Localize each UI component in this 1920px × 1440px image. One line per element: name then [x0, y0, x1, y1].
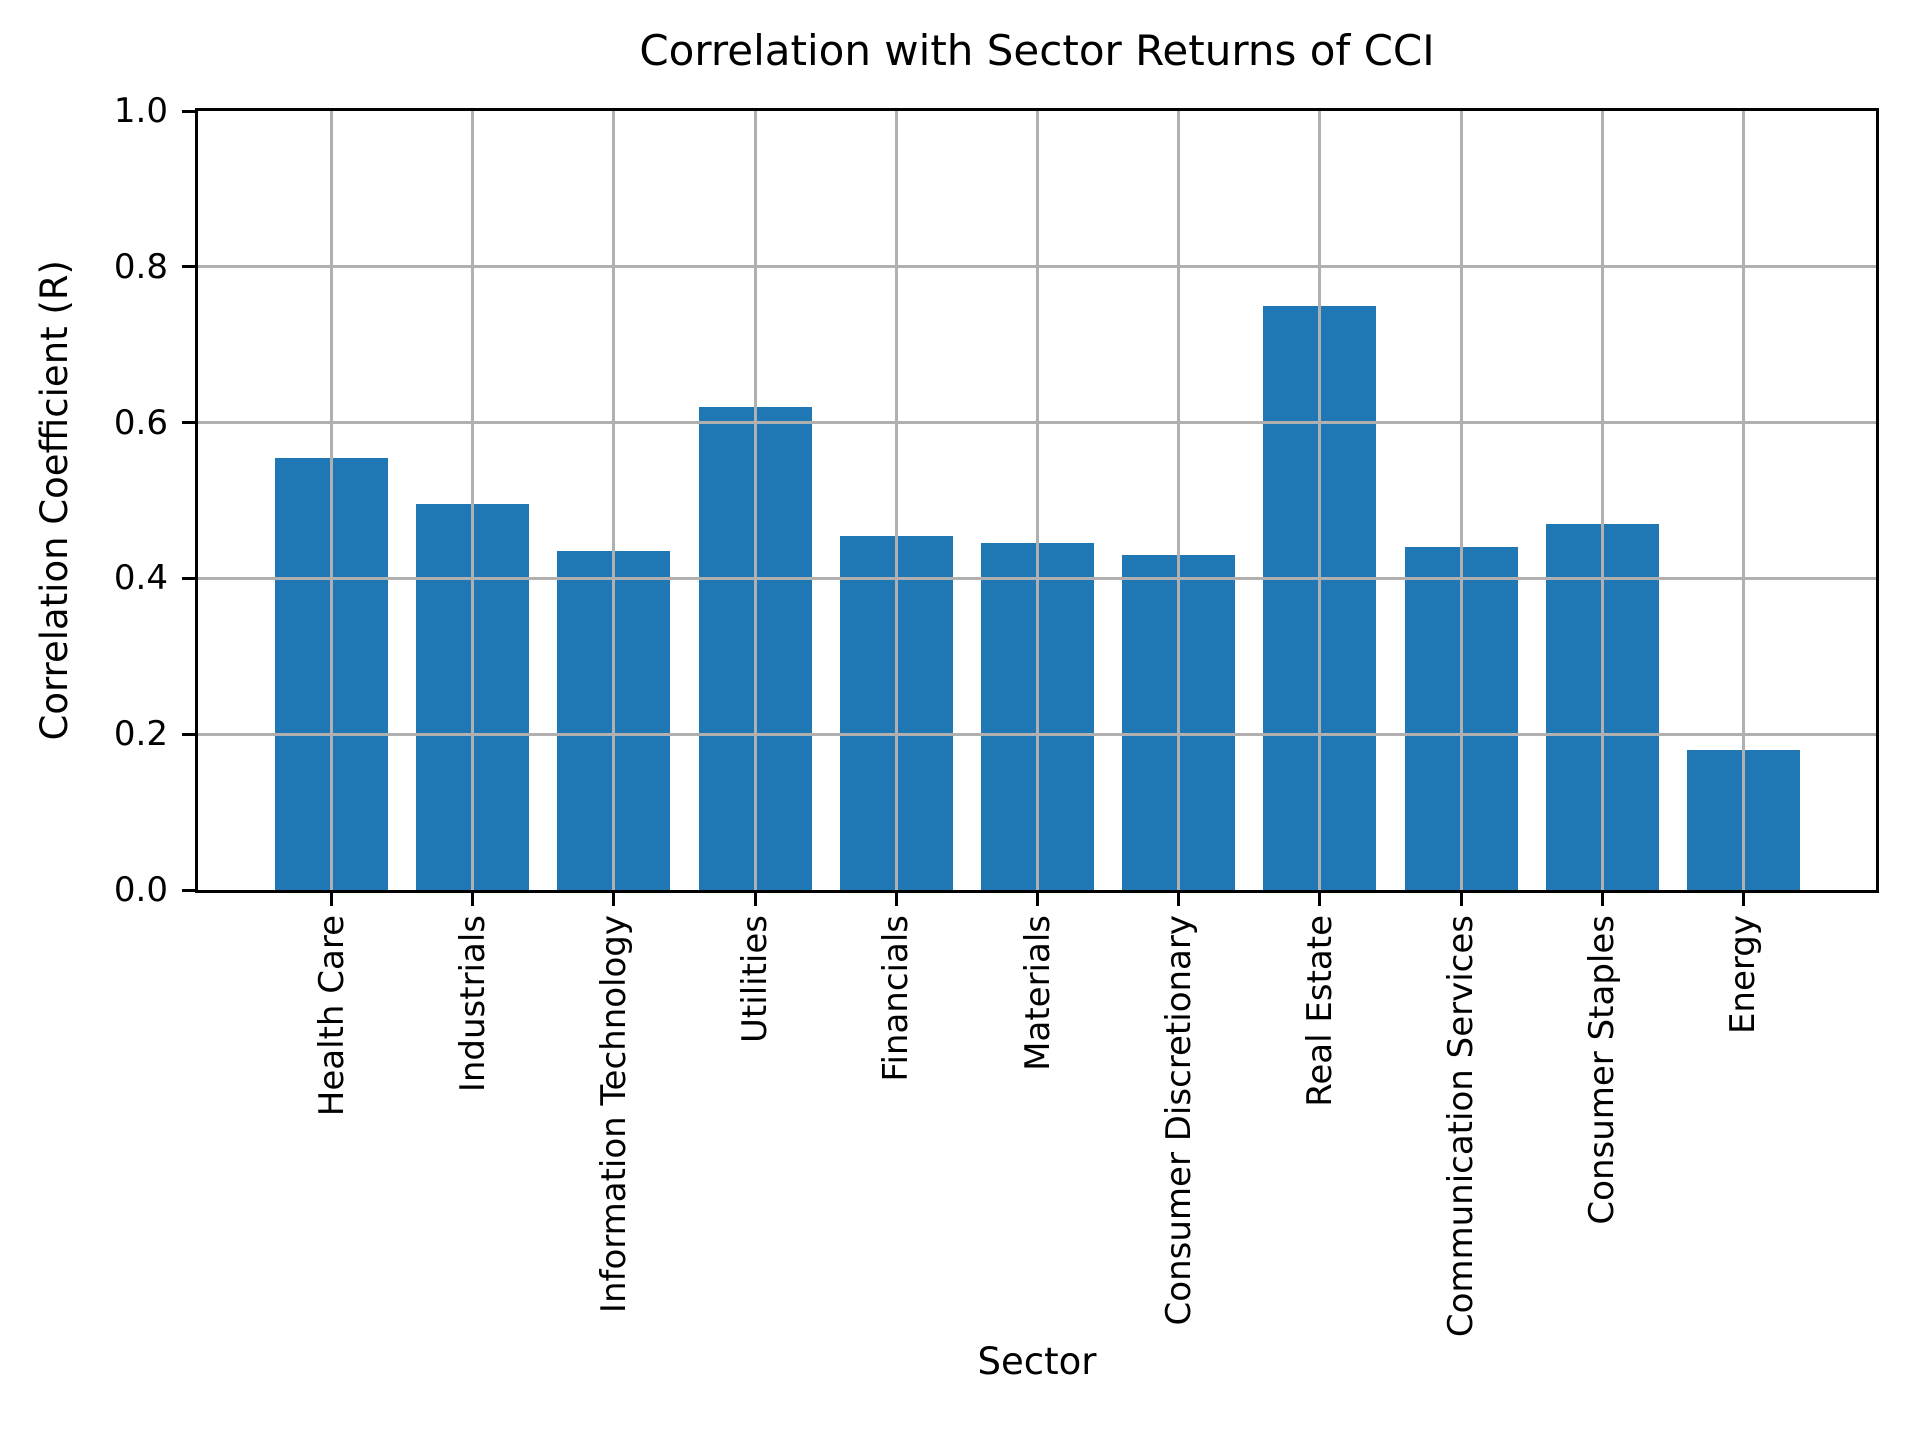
- x-tick-label: Information Technology: [593, 915, 634, 1314]
- x-tick-mark: [1600, 893, 1604, 906]
- y-tick-label: 0.8: [113, 246, 168, 287]
- gridline-vertical: [1177, 111, 1181, 890]
- x-tick-mark: [1741, 893, 1745, 906]
- y-tick-mark: [182, 888, 195, 892]
- gridline-vertical: [330, 111, 334, 890]
- y-tick-label: 1.0: [113, 91, 168, 131]
- x-axis-label: Sector: [977, 1340, 1097, 1383]
- x-tick-label: Industrials: [452, 915, 493, 1093]
- y-tick-mark: [182, 265, 195, 269]
- plot-area: [195, 108, 1879, 893]
- gridline-vertical: [612, 111, 616, 890]
- gridline-vertical: [471, 111, 475, 890]
- x-tick-label: Energy: [1723, 915, 1764, 1035]
- y-tick-mark: [182, 732, 195, 736]
- chart-title: Correlation with Sector Returns of CCI: [639, 26, 1435, 75]
- gridline-vertical: [1741, 111, 1745, 890]
- x-tick-mark: [1459, 893, 1463, 906]
- y-tick-label: 0.6: [113, 402, 168, 443]
- x-tick-label: Health Care: [311, 915, 352, 1117]
- gridline-vertical: [894, 111, 898, 890]
- x-tick-mark: [1036, 893, 1039, 906]
- x-tick-label: Consumer Discretionary: [1158, 915, 1199, 1326]
- gridline-vertical: [1600, 111, 1604, 890]
- y-tick-mark: [182, 576, 195, 580]
- x-tick-mark: [330, 893, 334, 906]
- gridline-vertical: [753, 111, 757, 890]
- x-tick-mark: [894, 893, 898, 906]
- x-tick-label: Consumer Staples: [1582, 915, 1623, 1225]
- y-tick-label: 0.4: [113, 558, 168, 599]
- x-tick-label: Materials: [1017, 915, 1058, 1071]
- gridline-vertical: [1036, 111, 1039, 890]
- x-tick-label: Utilities: [735, 915, 776, 1043]
- x-tick-mark: [1177, 893, 1181, 906]
- y-tick-mark: [182, 109, 195, 113]
- x-tick-mark: [612, 893, 616, 906]
- gridline-vertical: [1318, 111, 1322, 890]
- x-tick-label: Real Estate: [1299, 915, 1340, 1107]
- x-tick-mark: [1318, 893, 1322, 906]
- x-tick-label: Communication Services: [1441, 915, 1482, 1338]
- gridline-vertical: [1459, 111, 1463, 890]
- x-tick-mark: [471, 893, 475, 906]
- y-tick-label: 0.0: [113, 870, 168, 910]
- y-axis-label-text: Correlation Coefficient (R): [32, 260, 76, 741]
- x-tick-label: Financials: [876, 915, 917, 1082]
- y-axis-label: Correlation Coefficient (R): [24, 108, 84, 893]
- y-tick-mark: [182, 421, 195, 425]
- y-tick-label: 0.2: [113, 714, 168, 755]
- x-tick-mark: [753, 893, 757, 906]
